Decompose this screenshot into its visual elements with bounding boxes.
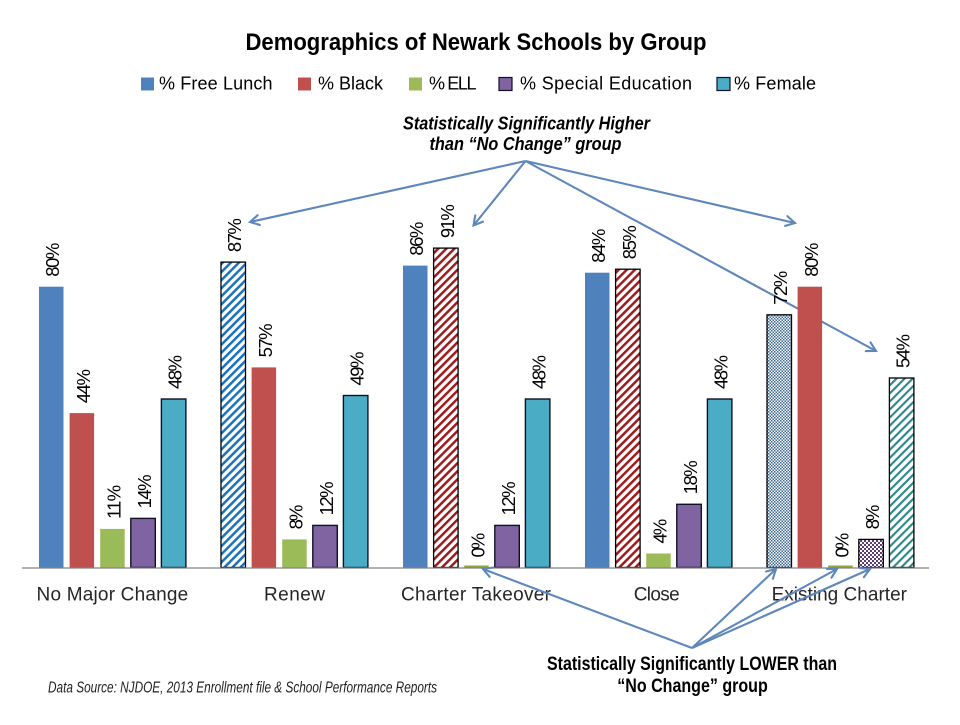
svg-text:44%: 44% <box>73 369 94 403</box>
svg-text:12%: 12% <box>498 481 519 515</box>
svg-text:8%: 8% <box>285 505 306 530</box>
svg-text:85%: 85% <box>619 225 640 259</box>
svg-text:Charter Takeover: Charter Takeover <box>401 585 552 606</box>
svg-text:48%: 48% <box>711 355 732 389</box>
svg-text:8%: 8% <box>862 505 883 530</box>
svg-text:87%: 87% <box>224 218 245 252</box>
svg-text:11%: 11% <box>104 485 125 519</box>
svg-text:Existing Charter: Existing Charter <box>772 585 908 606</box>
svg-text:% Free Lunch: % Free Lunch <box>159 74 273 94</box>
svg-text:54%: 54% <box>893 334 914 368</box>
svg-text:80%: 80% <box>42 243 63 277</box>
svg-text:% Black: % Black <box>318 74 384 94</box>
svg-text:49%: 49% <box>347 352 368 386</box>
svg-text:Statistically Significantly Hi: Statistically Significantly Higher <box>403 112 652 133</box>
svg-text:% ELL: % ELL <box>429 74 477 94</box>
svg-text:48%: 48% <box>529 355 550 389</box>
svg-text:Demographics of Newark Schools: Demographics of Newark Schools by Group <box>246 29 707 56</box>
svg-text:% Special Education: % Special Education <box>520 74 692 94</box>
svg-text:86%: 86% <box>406 222 427 256</box>
svg-text:0%: 0% <box>467 533 488 558</box>
svg-text:84%: 84% <box>588 229 609 263</box>
svg-text:18%: 18% <box>680 460 701 494</box>
svg-text:57%: 57% <box>255 323 276 357</box>
svg-text:48%: 48% <box>165 355 186 389</box>
svg-text:Statistically Significantly LO: Statistically Significantly LOWER than <box>547 654 837 675</box>
svg-text:No Major Change: No Major Change <box>37 585 189 606</box>
svg-text:91%: 91% <box>437 204 458 238</box>
svg-text:“No Change” group: “No Change” group <box>617 676 768 697</box>
svg-text:4%: 4% <box>650 519 671 544</box>
svg-text:than “No Change” group: than “No Change” group <box>430 133 622 154</box>
svg-text:% Female: % Female <box>734 74 816 94</box>
svg-text:14%: 14% <box>134 474 155 508</box>
svg-text:0%: 0% <box>832 533 853 558</box>
svg-text:Data Source: NJDOE, 2013 Enrol: Data Source: NJDOE, 2013 Enrollment file… <box>48 680 437 697</box>
svg-text:Renew: Renew <box>264 585 325 606</box>
svg-text:72%: 72% <box>770 271 791 305</box>
svg-text:Close: Close <box>634 585 680 606</box>
svg-text:80%: 80% <box>801 243 822 277</box>
svg-text:12%: 12% <box>316 481 337 515</box>
